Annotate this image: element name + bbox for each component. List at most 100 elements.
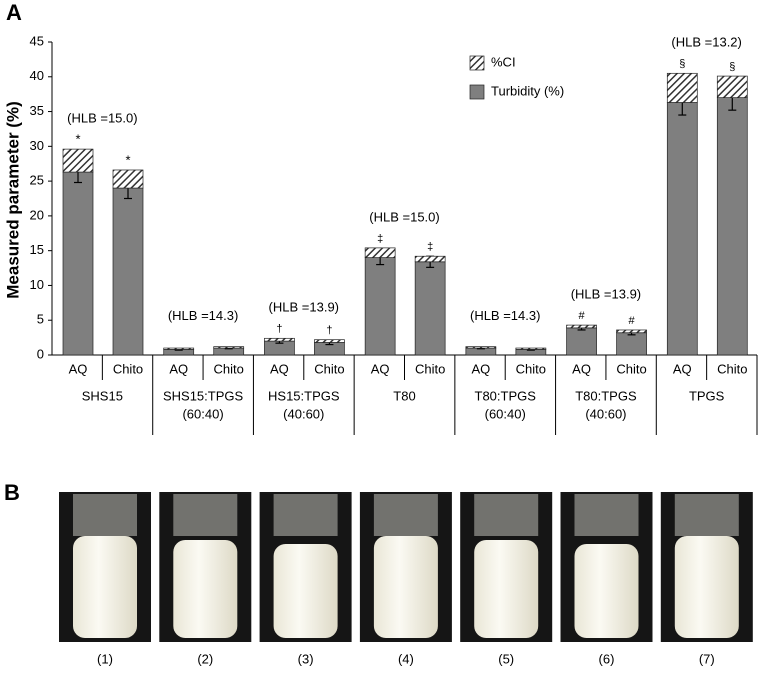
tube-glass [674,494,739,536]
x-tick-label: AQ [673,361,692,376]
hlb-annotation: (HLB =14.3) [470,308,540,323]
hlb-annotation: (HLB =14.3) [168,308,238,323]
bar-segment [666,72,698,103]
significance-marker: † [326,325,332,337]
y-tick-label: 25 [30,173,44,188]
bar-segment [716,97,748,356]
photo-label: (6) [599,651,615,666]
x-tick-label: Chito [717,361,747,376]
group-label: (60:40) [182,406,223,421]
group-label: SHS15 [82,388,123,403]
x-tick-label: AQ [471,361,490,376]
y-tick-label: 5 [37,312,44,327]
tube-glass [73,494,137,536]
tube-liquid [73,536,137,638]
significance-marker: * [125,152,130,167]
group-label: (40:60) [283,406,324,421]
hlb-annotation: (HLB =15.0) [369,209,439,224]
significance-marker: § [679,58,685,70]
tube-glass [373,494,438,536]
bar-segment [314,339,345,343]
bar-segment [112,187,144,356]
x-tick-label: Chito [214,361,244,376]
y-tick-label: 40 [30,68,44,83]
significance-marker: * [75,132,80,147]
bar-segment [566,327,597,356]
bar-segment [364,257,396,356]
legend-swatch [469,84,485,100]
panel-label: A [6,0,22,25]
tube-liquid [574,544,639,638]
legend-label: Turbidity (%) [491,83,564,98]
x-tick-label: Chito [113,361,143,376]
bar-segment [515,347,547,350]
tube-glass [173,494,238,536]
hlb-annotation: (HLB =13.9) [571,287,641,302]
y-tick-label: 0 [37,346,44,361]
y-tick-label: 10 [30,277,44,292]
group-label: T80:TPGS [475,388,537,403]
significance-marker: ‡ [427,241,433,253]
bar-segment [414,255,446,263]
group-label: TPGS [689,388,725,403]
y-tick-label: 15 [30,242,44,257]
bar-segment [616,329,647,334]
x-tick-label: AQ [69,361,88,376]
hlb-annotation: (HLB =15.0) [67,111,137,126]
x-tick-label: AQ [270,361,289,376]
y-tick-label: 20 [30,207,44,222]
photo-label: (1) [97,651,113,666]
tube-liquid [273,544,338,638]
legend-swatch [469,55,485,71]
group-label: (40:60) [585,406,626,421]
bar-segment [414,261,446,356]
significance-marker: # [579,310,586,322]
bar-segment [112,169,144,189]
significance-marker: ‡ [377,233,383,245]
tube-glass [574,494,639,536]
tube-glass [273,494,338,536]
tube-glass [474,494,539,536]
bar-segment [465,346,497,349]
bar-segment [62,148,94,173]
bar-segment [62,171,94,356]
x-tick-label: Chito [616,361,646,376]
significance-marker: # [629,315,636,327]
photo-label: (4) [398,651,414,666]
panel-label: B [4,480,20,505]
bar-segment [163,347,195,350]
y-tick-label: 35 [30,103,44,118]
tube-liquid [674,536,739,638]
group-label: T80:TPGS [575,388,637,403]
y-tick-label: 45 [30,33,44,48]
photo-label: (5) [498,651,514,666]
bar-segment [364,247,396,258]
tube-liquid [474,540,539,638]
bar-segment [666,102,698,356]
group-label: SHS15:TPGS [163,388,244,403]
group-label: T80 [393,388,415,403]
y-tick-label: 30 [30,138,44,153]
bar-segment [566,324,597,329]
y-axis-label: Measured parameter (%) [3,101,22,298]
tube-liquid [173,540,238,638]
bar-segment [213,346,245,349]
x-tick-label: AQ [371,361,390,376]
x-tick-label: AQ [572,361,591,376]
bar-segment [716,75,748,98]
x-tick-label: Chito [415,361,445,376]
x-tick-label: AQ [169,361,188,376]
bar-segment [616,332,647,356]
group-label: HS15:TPGS [268,388,340,403]
hlb-annotation: (HLB =13.2) [671,35,741,50]
x-tick-label: Chito [516,361,546,376]
significance-marker: † [276,323,282,335]
group-label: (60:40) [485,406,526,421]
legend-label: %CI [491,54,516,69]
photo-label: (2) [197,651,213,666]
significance-marker: § [729,61,735,73]
tube-liquid [373,536,438,638]
hlb-annotation: (HLB =13.9) [269,300,339,315]
x-tick-label: Chito [314,361,344,376]
